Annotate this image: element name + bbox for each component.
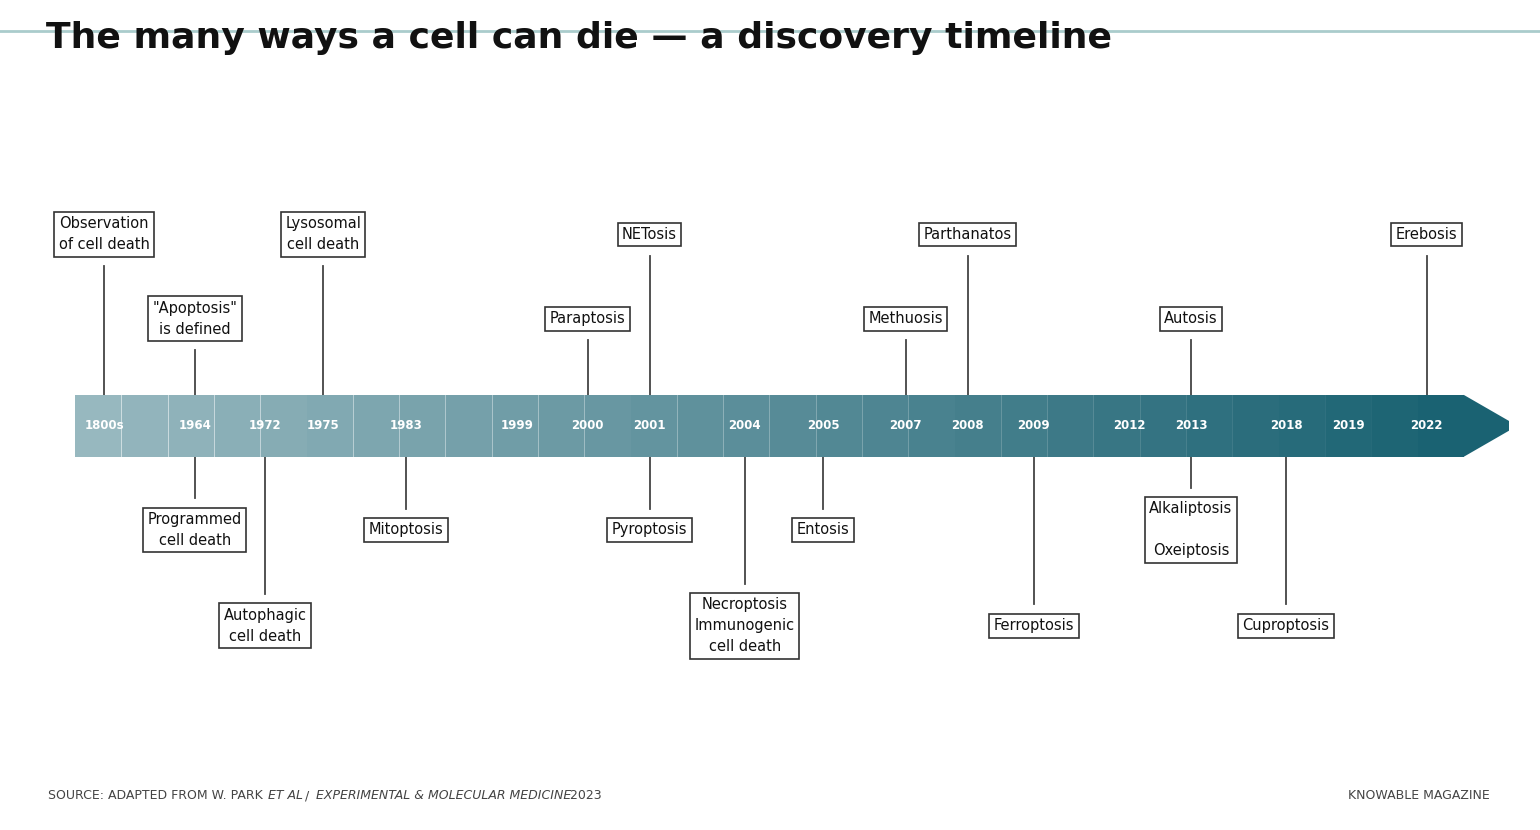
Bar: [214, 395, 262, 457]
Text: 1800s: 1800s: [85, 419, 123, 432]
Text: 1983: 1983: [390, 419, 422, 432]
Bar: [260, 395, 308, 457]
Bar: [1001, 395, 1049, 457]
Text: 2019: 2019: [1332, 419, 1364, 432]
Text: 1975: 1975: [306, 419, 339, 432]
Bar: [678, 395, 724, 457]
Bar: [75, 395, 1463, 457]
Bar: [491, 395, 539, 457]
Text: Parthanatos: Parthanatos: [924, 227, 1012, 242]
Bar: [1093, 395, 1141, 457]
Polygon shape: [1463, 395, 1517, 457]
Text: Mitoptosis: Mitoptosis: [368, 522, 444, 538]
Text: Programmed
cell death: Programmed cell death: [148, 512, 242, 548]
Text: 1999: 1999: [500, 419, 534, 432]
Text: 2022: 2022: [1411, 419, 1443, 432]
Text: NETosis: NETosis: [622, 227, 678, 242]
Text: 2008: 2008: [952, 419, 984, 432]
Text: Methuosis: Methuosis: [869, 311, 942, 326]
Text: 2013: 2013: [1175, 419, 1207, 432]
Text: 1972: 1972: [249, 419, 282, 432]
Text: 2004: 2004: [728, 419, 761, 432]
Bar: [75, 395, 122, 457]
Bar: [1371, 395, 1418, 457]
Bar: [770, 395, 816, 457]
Text: 2023: 2023: [567, 789, 602, 802]
Text: /: /: [300, 789, 313, 802]
Text: "Apoptosis"
is defined: "Apoptosis" is defined: [152, 300, 237, 337]
Text: Paraptosis: Paraptosis: [550, 311, 625, 326]
Bar: [630, 395, 678, 457]
Text: 2007: 2007: [890, 419, 922, 432]
Text: 1964: 1964: [179, 419, 211, 432]
Text: Pyroptosis: Pyroptosis: [611, 522, 687, 538]
Text: 2012: 2012: [1113, 419, 1146, 432]
Bar: [537, 395, 585, 457]
Text: Entosis: Entosis: [796, 522, 850, 538]
Text: Lysosomal
cell death: Lysosomal cell death: [285, 217, 360, 252]
Text: Observation
of cell death: Observation of cell death: [59, 217, 149, 252]
Bar: [168, 395, 214, 457]
Text: The many ways a cell can die — a discovery timeline: The many ways a cell can die — a discove…: [46, 21, 1112, 55]
Text: 2005: 2005: [807, 419, 839, 432]
Text: Ferroptosis: Ferroptosis: [993, 618, 1075, 633]
Text: Alkaliptosis

Oxeiptosis: Alkaliptosis Oxeiptosis: [1149, 501, 1232, 559]
Bar: [584, 395, 631, 457]
Text: SOURCE: ADAPTED FROM W. PARK: SOURCE: ADAPTED FROM W. PARK: [48, 789, 266, 802]
Bar: [724, 395, 770, 457]
Bar: [862, 395, 909, 457]
Text: ET AL: ET AL: [268, 789, 303, 802]
Text: 2001: 2001: [633, 419, 665, 432]
Text: Necroptosis
Immunogenic
cell death: Necroptosis Immunogenic cell death: [695, 597, 795, 654]
Bar: [1324, 395, 1372, 457]
Bar: [1140, 395, 1187, 457]
Bar: [445, 395, 493, 457]
Text: 2009: 2009: [1018, 419, 1050, 432]
Bar: [1232, 395, 1280, 457]
Text: EXPERIMENTAL & MOLECULAR MEDICINE: EXPERIMENTAL & MOLECULAR MEDICINE: [316, 789, 571, 802]
Text: Autosis: Autosis: [1164, 311, 1218, 326]
Bar: [353, 395, 400, 457]
Bar: [909, 395, 955, 457]
Text: 2018: 2018: [1269, 419, 1303, 432]
Bar: [399, 395, 447, 457]
Bar: [955, 395, 1001, 457]
Text: Cuproptosis: Cuproptosis: [1243, 618, 1329, 633]
Bar: [306, 395, 354, 457]
Text: KNOWABLE MAGAZINE: KNOWABLE MAGAZINE: [1348, 789, 1491, 802]
Bar: [1186, 395, 1234, 457]
Text: Erebosis: Erebosis: [1395, 227, 1457, 242]
Bar: [1278, 395, 1326, 457]
Text: 2000: 2000: [571, 419, 604, 432]
Text: Autophagic
cell death: Autophagic cell death: [223, 608, 306, 644]
Bar: [1047, 395, 1095, 457]
Bar: [816, 395, 862, 457]
Bar: [122, 395, 168, 457]
Bar: [1417, 395, 1465, 457]
